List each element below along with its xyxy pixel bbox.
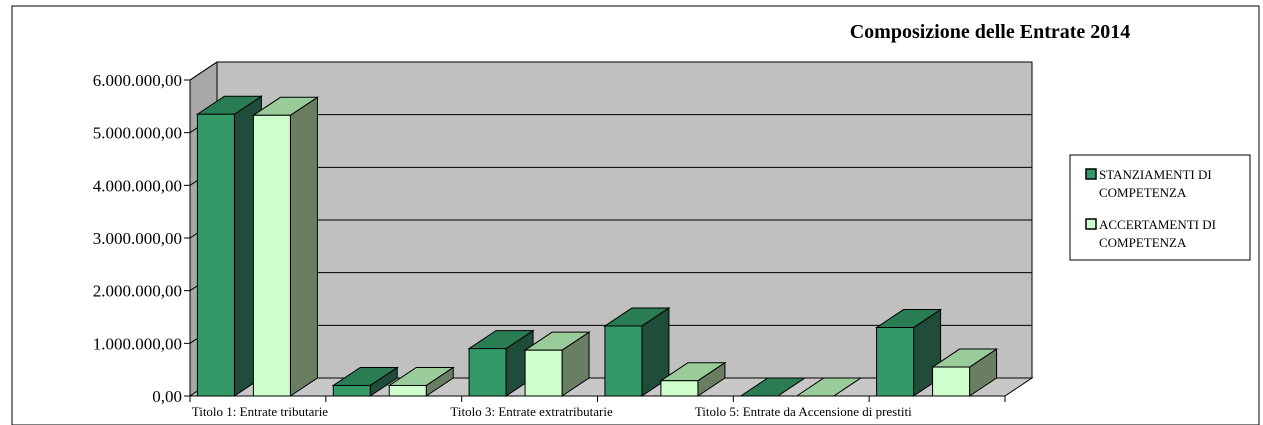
plot-area: 0,00 1.000.000,00 2.000.000,00 3.000.000,00…: [93, 61, 1034, 419]
bar-side: [289, 96, 318, 397]
bar-front: [876, 327, 915, 397]
y-tick-label: 6.000.000,00: [93, 71, 182, 90]
y-tick-label: 1.000.000,00: [93, 334, 182, 353]
legend-box: [1069, 154, 1251, 261]
bar: [251, 96, 320, 397]
legend-label: ACCERTAMENTI DI: [1099, 217, 1216, 232]
bar: [874, 308, 943, 397]
bar-top: [739, 377, 807, 397]
bar-front: [660, 380, 699, 397]
gridline: [189, 61, 1032, 81]
bar: [387, 366, 455, 397]
bar-front: [332, 384, 371, 397]
x-tick-label: Titolo 1: Entrate tributarie: [192, 404, 329, 419]
bar-front: [932, 366, 971, 397]
bar: [930, 348, 999, 397]
bar-front: [468, 348, 507, 397]
legend-label: COMPETENZA: [1099, 235, 1187, 250]
legend-label: COMPETENZA: [1099, 185, 1187, 200]
bar: [603, 307, 671, 397]
bar-front: [196, 113, 235, 397]
y-tick-label: 5.000.000,00: [93, 124, 182, 143]
legend-label: STANZIAMENTI DI: [1099, 167, 1212, 182]
x-tick-label: Titolo 5: Entrate da Accensione di prest…: [695, 404, 912, 419]
bar-top: [795, 377, 863, 397]
bar-front: [524, 349, 563, 397]
chart-title: Composizione delle Entrate 2014: [850, 21, 1131, 43]
y-tick-label: 4.000.000,00: [93, 176, 182, 195]
bar: [195, 95, 264, 397]
bar: [331, 366, 399, 397]
legend-swatch: [1085, 168, 1097, 180]
x-tick-label: Titolo 3: Entrate extratributarie: [450, 404, 613, 419]
legend-swatch: [1085, 218, 1097, 230]
y-tick-label: 2.000.000,00: [93, 282, 182, 301]
bar: [523, 331, 591, 397]
y-tick-label: 0,00: [152, 387, 182, 406]
bar-front: [388, 384, 427, 397]
bar: [739, 377, 807, 397]
bar: [795, 377, 863, 397]
y-tick-label: 3.000.000,00: [93, 229, 182, 248]
bar: [659, 361, 727, 397]
bar-front: [252, 114, 291, 397]
legend: STANZIAMENTI DI COMPETENZA ACCERTAMENTI DI…: [1069, 154, 1251, 261]
bar-front: [604, 325, 643, 397]
